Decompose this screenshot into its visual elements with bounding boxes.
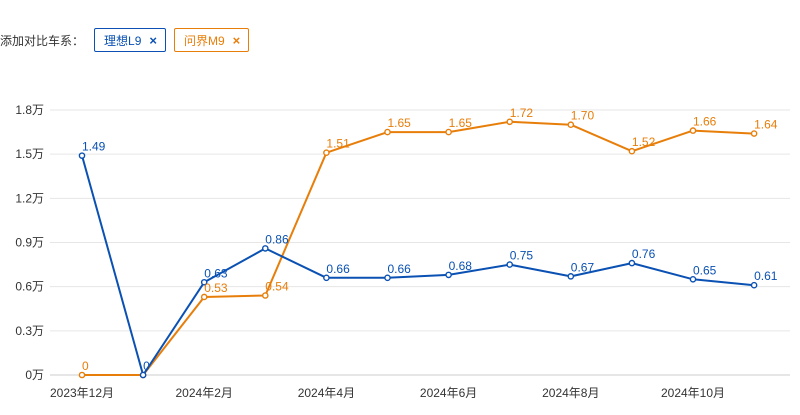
close-icon[interactable]: × [232,32,241,48]
x-tick-label: 2024年6月 [420,386,477,400]
data-point[interactable] [567,121,575,129]
data-label: 1.49 [82,140,106,154]
data-point[interactable] [445,128,452,136]
data-point[interactable] [506,118,514,126]
data-label: 1.66 [693,115,717,129]
x-axis-ticks: 2023年12月 2024年2月 2024年4月 2024年6月 2024年8月 2024… [50,386,725,400]
data-label: 1.52 [632,135,656,149]
data-label: 0.61 [754,269,778,283]
y-tick-label: 0.3万 [15,324,44,338]
chip-wenjie-m9[interactable]: 问界M9 × [173,28,250,52]
data-label: 0.66 [388,262,412,276]
y-tick-label: 1.8万 [15,103,44,117]
series-data-labels: 0 0.53 0.54 1.51 1.65 1.65 1.72 1.70 1.52 1.66 1.6… [82,106,778,373]
grid-lines [50,109,790,376]
data-label: 0.54 [265,280,289,294]
data-label: 0.86 [265,232,289,246]
compare-filter-bar: 添加对比车系： 理想L9 × 问界M9 × [0,26,282,54]
data-label: 0.67 [571,260,595,274]
data-point[interactable] [689,127,697,134]
data-point[interactable] [628,259,636,267]
series-line [81,155,755,376]
data-point[interactable] [689,276,697,283]
data-label: 0.53 [204,281,228,295]
y-axis-ticks: 0万 0.3万 0.6万 0.9万 1.2万 1.5万 1.8万 [15,103,44,382]
data-label: 1.72 [510,106,534,120]
data-point[interactable] [445,271,452,279]
series-points [78,118,758,379]
chip-lixiang-l9[interactable]: 理想L9 × [94,28,166,52]
x-tick-label: 2024年8月 [542,386,599,400]
data-point[interactable] [384,274,391,282]
x-tick-label: 2024年4月 [298,386,355,400]
y-tick-label: 0.9万 [15,236,44,250]
data-label: 0.65 [693,263,717,277]
data-label: 0 [82,359,89,373]
y-tick-label: 1.5万 [15,147,44,161]
y-tick-label: 0.6万 [15,280,44,294]
data-label: 1.65 [388,116,412,130]
data-point[interactable] [261,245,269,252]
add-compare-slot[interactable] [257,26,275,54]
chip-label: 问界M9 [183,33,225,48]
series-line [82,120,755,376]
data-point[interactable] [567,273,575,280]
data-label: 1.51 [326,137,350,151]
compare-filter-label: 添加对比车系： [0,33,85,48]
data-point[interactable] [78,152,86,159]
data-point[interactable] [506,261,514,268]
data-label: 0.75 [510,249,534,263]
y-tick-label: 1.2万 [15,191,44,205]
x-tick-label: 2023年12月 [50,386,114,400]
data-point[interactable] [200,278,208,286]
data-label: 0.66 [326,262,350,276]
x-tick-label: 2024年2月 [176,386,233,400]
data-point[interactable] [384,128,391,136]
x-tick-label: 2024年10月 [661,386,725,400]
series-lines [81,120,755,376]
data-label: 0 [143,359,150,373]
data-point[interactable] [323,149,330,156]
data-point[interactable] [139,371,147,379]
data-point[interactable] [323,274,330,282]
data-label: 1.64 [754,118,778,132]
chip-label: 理想L9 [104,33,142,48]
data-label: 1.65 [449,116,473,130]
data-point[interactable] [750,281,758,289]
data-point[interactable] [628,147,636,155]
data-label: 0.63 [204,266,228,280]
y-tick-label: 0万 [25,368,44,382]
close-icon[interactable]: × [149,32,157,48]
data-point[interactable] [750,130,758,137]
data-label: 1.70 [571,109,595,123]
data-point[interactable] [200,293,208,301]
data-point[interactable] [261,292,269,299]
data-point[interactable] [78,371,86,379]
data-label: 0.76 [632,247,656,261]
data-label: 0.68 [449,259,473,273]
